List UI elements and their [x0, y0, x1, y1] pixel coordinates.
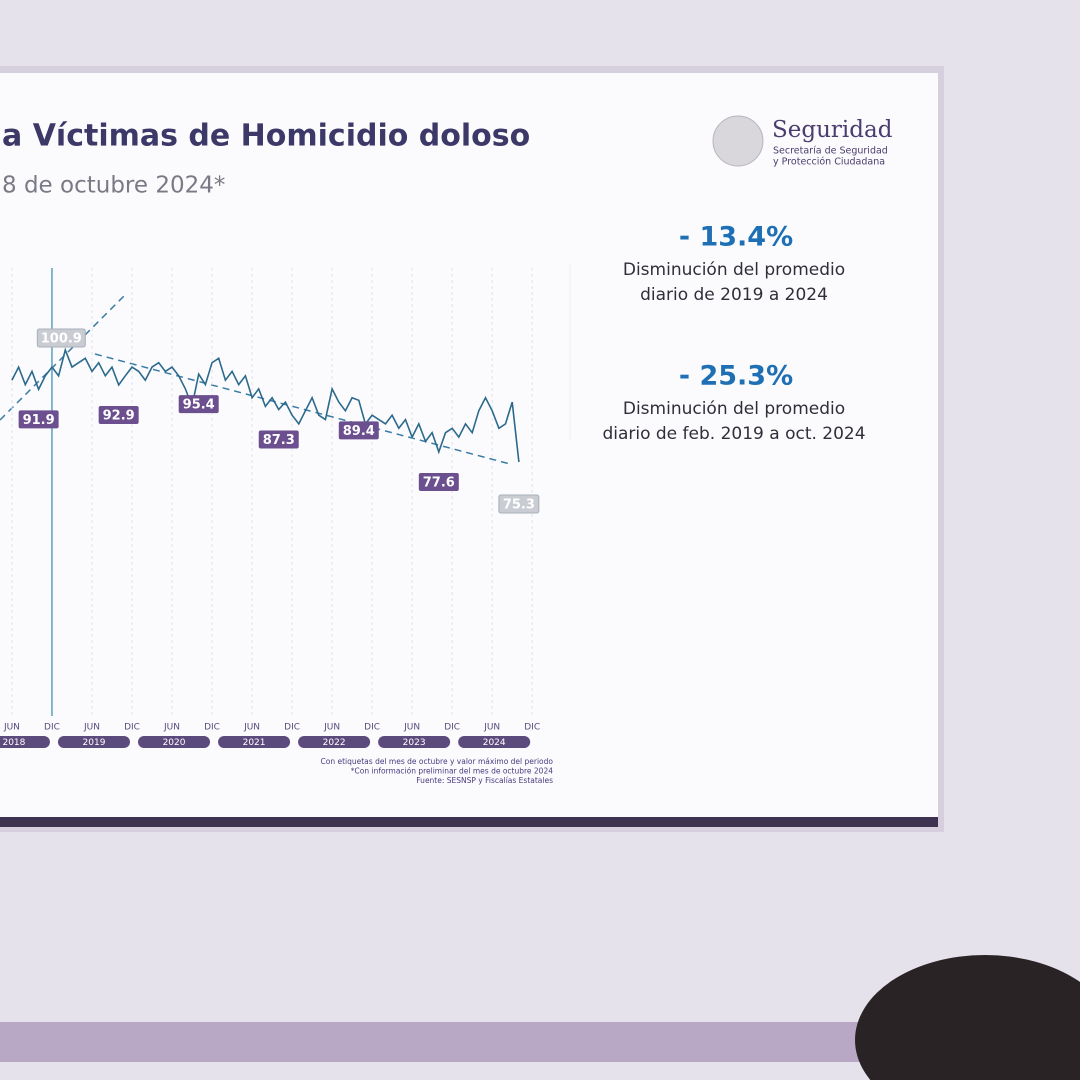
- x-tick-label: DIC: [204, 723, 220, 733]
- stat-value: - 25.3%: [679, 361, 793, 392]
- x-tick-label: DIC: [284, 723, 300, 733]
- year-chip: [298, 736, 371, 748]
- year-label: 2019: [83, 738, 106, 748]
- value-label-box: [418, 472, 459, 491]
- slide: [0, 73, 938, 819]
- logo-title: Seguridad: [772, 117, 893, 143]
- value-label-box: [258, 430, 299, 449]
- x-tick-label: DIC: [124, 723, 140, 733]
- logo-seal: [712, 115, 764, 167]
- x-tick-label: DIC: [364, 723, 380, 733]
- value-label-box: [498, 494, 540, 514]
- x-tick-label: JUN: [163, 723, 180, 733]
- x-tick-label: JUN: [83, 723, 100, 733]
- stat-value: - 13.4%: [679, 222, 793, 253]
- year-chip: [218, 736, 291, 748]
- x-tick-label: JUN: [3, 723, 20, 733]
- stat-text: diario de 2019 a 2024: [640, 285, 828, 305]
- footnote: *Con información preliminar del mes de o…: [351, 767, 553, 776]
- value-label-box: [36, 328, 86, 348]
- year-chip: [138, 736, 211, 748]
- x-tick-label: DIC: [524, 723, 540, 733]
- x-tick-label: JUN: [403, 723, 420, 733]
- trend-line: [0, 294, 126, 421]
- value-label-box: [338, 421, 379, 440]
- logo-subtitle: Secretaría de Seguridad: [773, 146, 888, 157]
- year-label: 2022: [323, 738, 346, 748]
- year-chip: [458, 736, 531, 748]
- value-label-box: [18, 410, 59, 429]
- x-tick-label: JUN: [243, 723, 260, 733]
- x-tick-label: DIC: [44, 723, 60, 733]
- chart-subtitle: 8 de octubre 2024*: [2, 173, 225, 199]
- value-label: 100.9: [41, 332, 82, 347]
- x-tick-label: DIC: [444, 723, 460, 733]
- stat-text: Disminución del promedio: [623, 399, 845, 419]
- x-tick-label: JUN: [483, 723, 500, 733]
- year-chip: [0, 736, 50, 748]
- year-chip: [57, 736, 130, 748]
- footnote: Con etiquetas del mes de octubre y valor…: [321, 757, 554, 766]
- logo-subtitle: y Protección Ciudadana: [773, 157, 885, 168]
- stat-text: diario de feb. 2019 a oct. 2024: [602, 424, 865, 444]
- stat-text: Disminución del promedio: [623, 260, 845, 280]
- value-label-box: [178, 395, 219, 414]
- value-label: 92.9: [103, 409, 135, 424]
- value-label-box: [98, 406, 139, 424]
- value-label: 95.4: [183, 398, 215, 413]
- year-label: 2023: [403, 738, 426, 748]
- value-label: 87.3: [263, 433, 295, 448]
- value-label: 89.4: [343, 424, 375, 439]
- year-label: 2020: [163, 738, 186, 748]
- year-chip: [378, 736, 451, 748]
- value-label: 77.6: [423, 475, 455, 490]
- value-label: 91.9: [23, 413, 55, 428]
- chart-title: a Víctimas de Homicidio doloso: [2, 119, 530, 154]
- value-label: 75.3: [503, 498, 535, 513]
- slide-bottom: [0, 817, 938, 827]
- year-label: 2024: [483, 738, 506, 748]
- footnote: Fuente: SESNSP y Fiscalías Estatales: [416, 776, 553, 785]
- x-tick-label: JUN: [323, 723, 340, 733]
- year-label: 2021: [243, 738, 266, 748]
- data-line: [11, 347, 520, 463]
- year-label: 2018: [2, 738, 25, 748]
- audience-head: [855, 955, 1080, 1080]
